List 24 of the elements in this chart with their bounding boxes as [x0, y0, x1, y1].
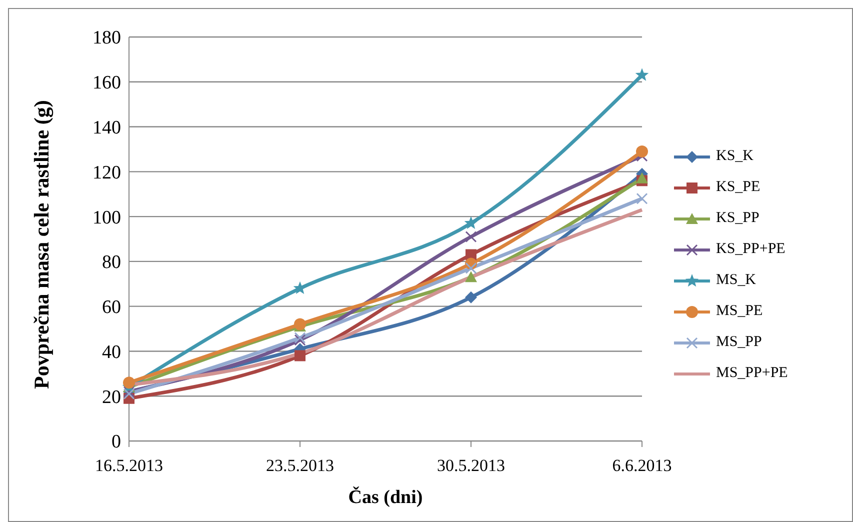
x-tick-label: 23.5.2013	[266, 456, 334, 476]
legend-label: KS_PP	[716, 210, 760, 227]
legend-label: KS_PE	[716, 179, 760, 196]
y-axis-title: Povprečna masa cele rastline (g)	[29, 100, 54, 389]
x-tick-label: 16.5.2013	[95, 456, 163, 476]
legend-label: MS_PP+PE	[716, 365, 788, 382]
legend-label: KS_K	[716, 148, 754, 165]
y-tick-label: 120	[92, 162, 121, 184]
y-tick-label: 0	[112, 432, 121, 453]
y-tick-label: 60	[102, 297, 121, 318]
legend-label: MS_K	[716, 272, 756, 289]
y-tick-label: 100	[92, 207, 121, 228]
y-tick-label: 40	[102, 342, 121, 363]
y-tick-label: 80	[102, 252, 121, 274]
y-tick-label: 140	[92, 118, 121, 139]
x-tick-label: 6.6.2013	[612, 456, 672, 476]
x-axis-title: Čas (dni)	[348, 486, 423, 508]
y-tick-label: 160	[92, 72, 121, 94]
legend-label: MS_PE	[716, 303, 763, 320]
x-tick-label: 30.5.2013	[437, 456, 505, 476]
legend-label: KS_PP+PE	[716, 241, 786, 258]
y-tick-label: 20	[102, 386, 121, 408]
y-tick-label: 180	[92, 28, 121, 49]
legend-label: MS_PP	[716, 334, 762, 351]
